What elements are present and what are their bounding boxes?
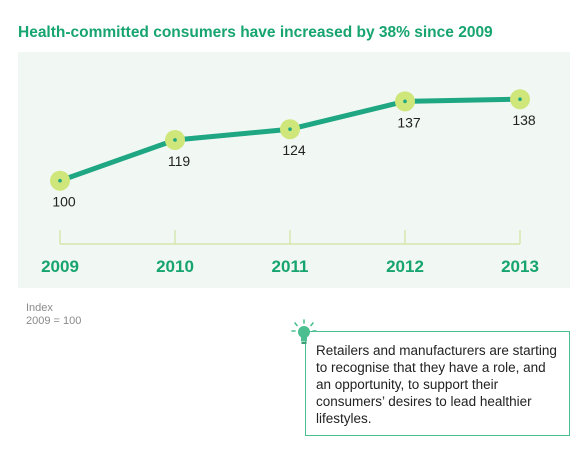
data-point-center	[288, 127, 292, 132]
data-label: 138	[512, 112, 536, 128]
index-note-line2: 2009 = 100	[26, 315, 82, 327]
x-tick-label: 2009	[41, 257, 79, 276]
x-tick-label: 2012	[386, 257, 424, 276]
data-point-center	[518, 97, 522, 101]
data-point-center	[173, 138, 177, 142]
chart-title: Health-committed consumers have increase…	[18, 24, 493, 41]
lightbulb-icon	[291, 319, 317, 344]
x-tick-label: 2011	[272, 257, 309, 276]
callout-box: Retailers and manufacturers are starting…	[305, 331, 570, 436]
data-label: 124	[282, 142, 306, 158]
data-label: 137	[397, 114, 421, 130]
x-tick-label: 2010	[156, 257, 194, 276]
chart-panel	[18, 52, 570, 288]
callout-text: Retailers and manufacturers are starting…	[316, 343, 557, 426]
line-chart: 100 119 124 137 138 2009 2010 2011 2012 2013	[18, 52, 570, 288]
data-point-center	[58, 178, 62, 183]
data-label: 100	[52, 194, 76, 210]
data-point-center	[403, 99, 407, 104]
data-label: 119	[168, 153, 191, 169]
x-tick-label: 2013	[501, 257, 539, 276]
index-note-line1: Index	[26, 302, 53, 314]
index-note: Index 2009 = 100	[26, 302, 81, 328]
chart-area: 100 119 124 137 138 2009 2010 2011 2012 2013	[18, 52, 570, 288]
